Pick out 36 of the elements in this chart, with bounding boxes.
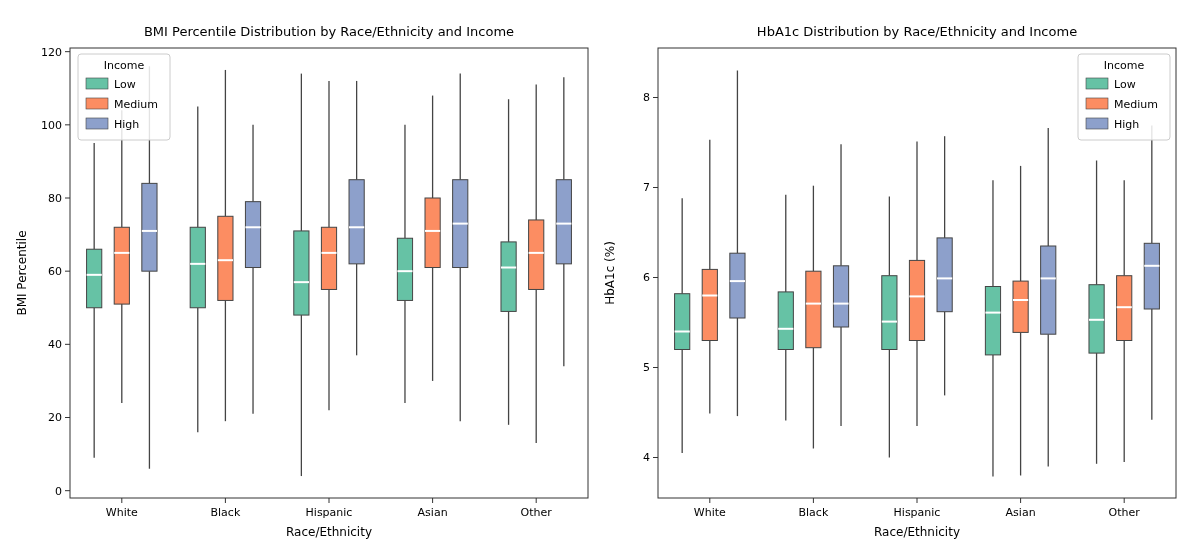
y-tick-label: 7: [643, 181, 650, 195]
y-tick-label: 0: [55, 484, 62, 498]
y-tick-label: 40: [48, 338, 62, 352]
legend-label: Low: [114, 77, 136, 91]
y-tick-label: 8: [643, 91, 650, 105]
legend-label: High: [1114, 117, 1140, 131]
legend-label: Low: [1114, 77, 1136, 91]
y-tick-label: 4: [643, 451, 650, 465]
x-tick-label: Black: [210, 506, 241, 519]
y-tick-label: 6: [643, 271, 650, 285]
legend-label: Medium: [114, 97, 158, 111]
legend-title: Income: [103, 59, 145, 72]
x-tick-label: Black: [798, 506, 829, 519]
y-axis-title: BMI Percentile: [15, 230, 29, 316]
x-tick-label: Asian: [417, 506, 448, 519]
y-tick-label: 100: [41, 118, 62, 132]
x-tick-label: Asian: [1005, 506, 1036, 519]
x-tick-label: White: [693, 506, 727, 519]
chart-title: HbA1c Distribution by Race/Ethnicity and Income: [756, 24, 1078, 39]
x-tick-label: Hispanic: [893, 506, 941, 519]
y-tick-label: 80: [48, 191, 62, 205]
x-tick-label: Other: [1108, 506, 1141, 519]
y-tick-label: 20: [48, 411, 62, 425]
x-axis-title: Race/Ethnicity: [873, 525, 961, 539]
y-axis-title: HbA1c (%): [603, 241, 617, 305]
chart-title: BMI Percentile Distribution by Race/Ethnicity and Income: [143, 24, 515, 39]
legend-label: Medium: [1114, 97, 1158, 111]
legend-title: Income: [1103, 59, 1145, 72]
x-tick-label: Hispanic: [305, 506, 353, 519]
y-tick-label: 5: [643, 361, 650, 375]
x-axis-title: Race/Ethnicity: [285, 525, 373, 539]
x-tick-label: White: [105, 506, 139, 519]
y-tick-label: 120: [41, 45, 62, 59]
x-tick-label: Other: [520, 506, 553, 519]
legend-label: High: [114, 117, 140, 131]
y-tick-label: 60: [48, 265, 62, 279]
